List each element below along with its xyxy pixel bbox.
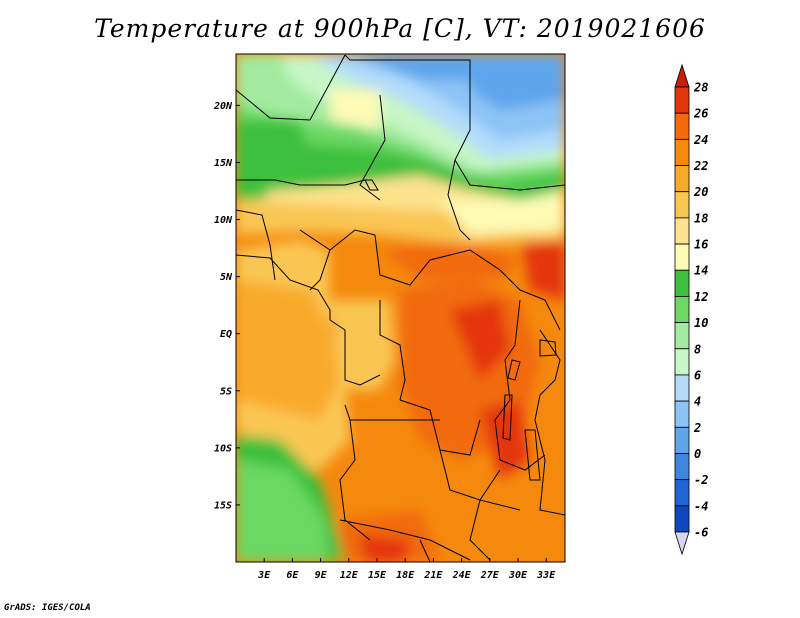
lon-label: 3E bbox=[257, 570, 271, 581]
colorbar-bin bbox=[674, 112, 690, 140]
colorbar-bottom-cap bbox=[674, 531, 690, 556]
temperature-field bbox=[236, 54, 565, 562]
colorbar-bin bbox=[674, 138, 690, 166]
colorbar-bin bbox=[674, 86, 690, 114]
colorbar-bin bbox=[674, 217, 690, 245]
lon-label: 27E bbox=[480, 570, 500, 581]
colorbar-label: 22 bbox=[693, 159, 708, 173]
lon-label: 24E bbox=[452, 570, 472, 581]
lon-label: 21E bbox=[423, 570, 443, 581]
grads-credit: GrADS: IGES/COLA bbox=[4, 603, 91, 613]
colorbar-label: 4 bbox=[694, 395, 701, 409]
country-borders bbox=[236, 54, 565, 562]
longitude-axis: 3E 6E 9E 12E 15E 18E 21E 24E 27E 30E 33E bbox=[257, 558, 556, 581]
colorbar-bin bbox=[674, 165, 690, 193]
colorbar-label: 14 bbox=[694, 264, 708, 278]
lat-label: 5N bbox=[220, 272, 233, 283]
colorbar-label: 8 bbox=[694, 342, 701, 356]
lat-label: 15S bbox=[214, 500, 232, 511]
colorbar-bin bbox=[674, 243, 690, 271]
colorbar-bin bbox=[674, 322, 690, 350]
lat-label: 10N bbox=[214, 215, 233, 226]
colorbar-bin bbox=[674, 505, 690, 533]
colorbar-label: 10 bbox=[694, 316, 708, 330]
map-frame bbox=[235, 53, 566, 563]
colorbar-label: -4 bbox=[694, 499, 708, 513]
lat-label: 5S bbox=[220, 386, 232, 397]
colorbar-bin bbox=[674, 374, 690, 402]
colorbar-label: 16 bbox=[694, 238, 708, 252]
map-title: Temperature at 900hPa [C], VT: 201902160… bbox=[94, 14, 706, 43]
colorbar-label: 28 bbox=[693, 81, 708, 95]
colorbar-bin bbox=[674, 479, 690, 507]
colorbar-label: -2 bbox=[694, 473, 708, 487]
colorbar-top-cap bbox=[674, 63, 690, 88]
colorbar-label: 0 bbox=[694, 447, 701, 461]
lat-label: 10S bbox=[214, 443, 232, 454]
lat-label: 20N bbox=[213, 101, 233, 112]
colorbar-label: 24 bbox=[693, 133, 708, 147]
colorbar-bin bbox=[674, 453, 690, 481]
colorbar-bin bbox=[674, 191, 690, 219]
latitude-axis: 20N 15N 10N 5N EQ 5S 10S 15S bbox=[213, 101, 240, 511]
lon-label: 18E bbox=[396, 570, 415, 581]
lon-label: 15E bbox=[368, 570, 387, 581]
colorbar-bin bbox=[674, 400, 690, 428]
colorbar-label: 26 bbox=[693, 107, 708, 121]
lat-label: 15N bbox=[214, 158, 233, 169]
colorbar-label: 6 bbox=[694, 368, 701, 382]
lon-label: 6E bbox=[286, 570, 299, 581]
colorbar-bin bbox=[674, 426, 690, 454]
lon-label: 9E bbox=[315, 570, 328, 581]
lakes bbox=[364, 179, 557, 481]
colorbar-bin bbox=[674, 348, 690, 376]
colorbar-label: -6 bbox=[694, 526, 708, 540]
colorbar-label: 18 bbox=[694, 211, 708, 225]
lat-label: EQ bbox=[220, 329, 232, 340]
colorbar-bin bbox=[674, 269, 690, 297]
lon-label: 30E bbox=[508, 570, 528, 581]
colorbar-label: 20 bbox=[693, 185, 708, 199]
lon-label: 12E bbox=[340, 570, 359, 581]
colorbar-label: 12 bbox=[694, 290, 708, 304]
colorbar-label: 2 bbox=[693, 421, 701, 435]
colorbar-bin bbox=[674, 296, 690, 323]
lon-label: 33E bbox=[536, 570, 556, 581]
